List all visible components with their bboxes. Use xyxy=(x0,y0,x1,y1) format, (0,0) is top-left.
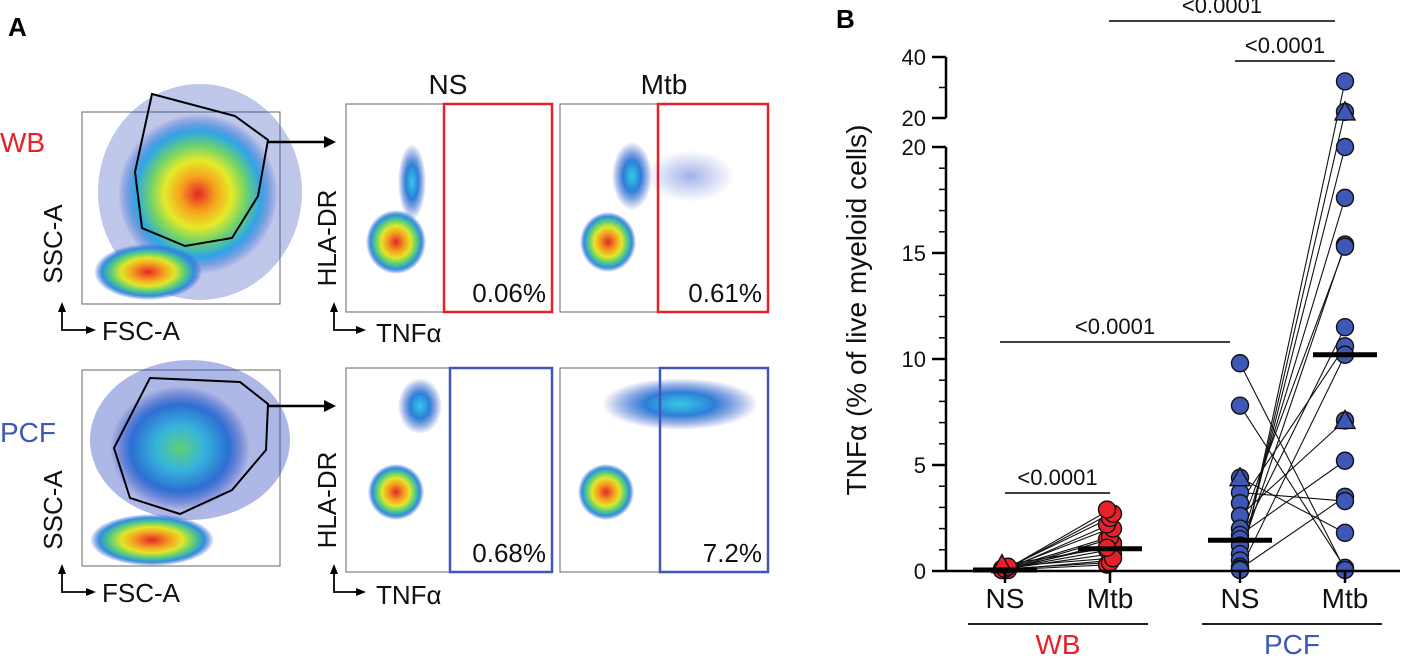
tnf-label-wb-ns: TNFα xyxy=(376,318,442,348)
x-tick-label-2: NS xyxy=(1221,583,1260,614)
gate-percent-pcf-mtb: 7.2% xyxy=(703,538,762,568)
gate-box-pcf-mtb xyxy=(658,366,770,574)
gate-percent-wb-mtb: 0.61% xyxy=(688,278,762,308)
point-pcf-mtb xyxy=(1335,491,1355,511)
gate-box-wb-mtb xyxy=(656,102,770,314)
y-tick-label-upper-40: 40 xyxy=(902,45,926,70)
pair-line-pcf xyxy=(1239,246,1346,529)
hla-label-wb-ns: HLA-DR xyxy=(312,190,342,287)
gate-percent-pcf-ns: 0.68% xyxy=(472,538,546,568)
plot-pcf-ns: 0.68% HLA-DR TNFα xyxy=(312,366,554,610)
gate-polygon-wb xyxy=(133,92,270,248)
point-pcf-mtb xyxy=(1335,72,1355,91)
y-axis: 0 5 10 15 20 20 40 xyxy=(902,45,948,584)
col-header-mtb: Mtb xyxy=(641,69,688,100)
pair-line-wb xyxy=(1004,509,1111,571)
pair-line-pcf xyxy=(1239,492,1346,502)
comparison-brackets: <0.0001 <0.0001 <0.0001 <0.0001 xyxy=(1000,0,1335,494)
point-pcf-mtb xyxy=(1335,523,1355,543)
y-tick-label-lower-0: 0 xyxy=(914,559,926,584)
comparison-label: <0.0001 xyxy=(1182,0,1262,18)
pair-line-pcf xyxy=(1239,496,1346,570)
pair-line-pcf xyxy=(1239,244,1346,555)
pair-line-pcf xyxy=(1239,420,1346,517)
median-bars xyxy=(973,352,1377,573)
gate-percent-wb-ns: 0.06% xyxy=(472,278,546,308)
point-pcf-mtb xyxy=(1335,451,1355,470)
plot-wb-scatter: SSC-A FSC-A xyxy=(38,84,336,346)
pair-line-pcf xyxy=(1239,477,1346,534)
point-pcf-mtb-triangle xyxy=(1333,409,1357,430)
point-wb-mtb xyxy=(1097,500,1117,519)
point-pcf-ns-triangle xyxy=(1228,466,1252,487)
flow-panel-a: NS Mtb WB PCF SSC-A FSC-A 0.06% HLA-DR xyxy=(0,69,770,610)
point-pcf-mtb xyxy=(1335,188,1355,208)
point-pcf-mtb xyxy=(1335,318,1355,337)
fsc-label-pcf: FSC-A xyxy=(102,578,181,608)
tnf-label-pcf-ns: TNFα xyxy=(376,580,442,610)
row-label-wb: WB xyxy=(0,127,45,158)
x-tick-label-0: NS xyxy=(986,583,1025,614)
x-tick-label-3: Mtb xyxy=(1322,583,1369,614)
col-header-ns: NS xyxy=(429,69,468,100)
pair-lines xyxy=(1004,81,1346,571)
gate-box-pcf-ns xyxy=(448,366,554,574)
point-pcf-mtb xyxy=(1335,137,1355,157)
pair-line-wb xyxy=(1004,557,1111,568)
point-pcf-mtb xyxy=(1335,237,1355,256)
gate-polygon-pcf xyxy=(112,376,270,516)
plot-pcf-mtb: 7.2% xyxy=(559,366,770,574)
pair-line-pcf xyxy=(1239,405,1346,569)
comparison-label: <0.0001 xyxy=(1017,465,1097,490)
y-axis-label: TNFα (% of live myeloid cells) xyxy=(841,125,872,496)
y-tick-label-lower-15: 15 xyxy=(902,241,926,266)
ssc-label-pcf: SSC-A xyxy=(38,470,68,550)
row-label-pcf: PCF xyxy=(0,417,56,448)
panel-label-b: B xyxy=(836,4,855,34)
group-label-pcf: PCF xyxy=(1264,629,1320,660)
pair-line-wb xyxy=(1004,513,1111,571)
pair-line-pcf xyxy=(1239,354,1346,571)
plot-wb-ns: 0.06% HLA-DR TNFα xyxy=(312,102,554,348)
pair-line-wb xyxy=(1004,553,1111,570)
pair-line-pcf xyxy=(1239,197,1346,546)
panel-label-a: A xyxy=(8,12,27,42)
gate-box-wb-ns xyxy=(442,102,554,314)
y-tick-label-lower-5: 5 xyxy=(914,453,926,478)
plot-wb-mtb: 0.61% xyxy=(559,102,770,314)
pair-line-pcf xyxy=(1239,460,1346,536)
hla-label-pcf-ns: HLA-DR xyxy=(312,452,342,549)
comparison-label: <0.0001 xyxy=(1245,33,1325,58)
pair-line-pcf xyxy=(1239,326,1346,540)
y-tick-label-upper-20: 20 xyxy=(902,106,926,131)
x-tick-label-1: Mtb xyxy=(1087,583,1134,614)
fsc-label-wb: FSC-A xyxy=(102,316,181,346)
pair-line-wb xyxy=(1004,536,1111,570)
data-points xyxy=(990,72,1357,580)
pair-line-pcf xyxy=(1239,345,1346,504)
plot-pcf-scatter: SSC-A FSC-A xyxy=(38,360,336,608)
point-pcf-ns xyxy=(1230,396,1250,415)
pair-line-pcf xyxy=(1239,146,1346,561)
comparison-label: <0.0001 xyxy=(1075,314,1155,339)
pair-line-pcf xyxy=(1239,362,1346,571)
y-tick-label-lower-10: 10 xyxy=(902,347,926,372)
tnf-scatter-chart: TNFα (% of live myeloid cells) 0 5 10 15 20 2… xyxy=(841,0,1400,660)
ssc-label-wb: SSC-A xyxy=(38,204,68,284)
group-label-wb: WB xyxy=(1035,629,1080,660)
point-pcf-mtb-triangle xyxy=(1333,100,1357,121)
y-tick-label-lower-20: 20 xyxy=(902,135,926,160)
point-pcf-ns xyxy=(1230,354,1250,373)
